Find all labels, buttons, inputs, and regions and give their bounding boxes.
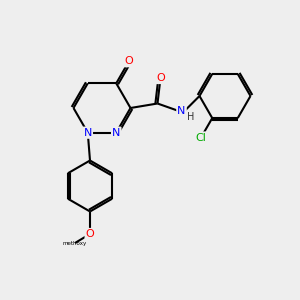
Text: O: O xyxy=(85,229,94,239)
Text: N: N xyxy=(84,128,92,138)
Text: N: N xyxy=(112,128,120,138)
Text: Cl: Cl xyxy=(196,133,206,142)
Text: O: O xyxy=(156,73,165,83)
Text: O: O xyxy=(124,56,134,66)
Text: N: N xyxy=(177,106,186,116)
Text: H: H xyxy=(187,112,194,122)
Text: methoxy: methoxy xyxy=(63,241,87,245)
